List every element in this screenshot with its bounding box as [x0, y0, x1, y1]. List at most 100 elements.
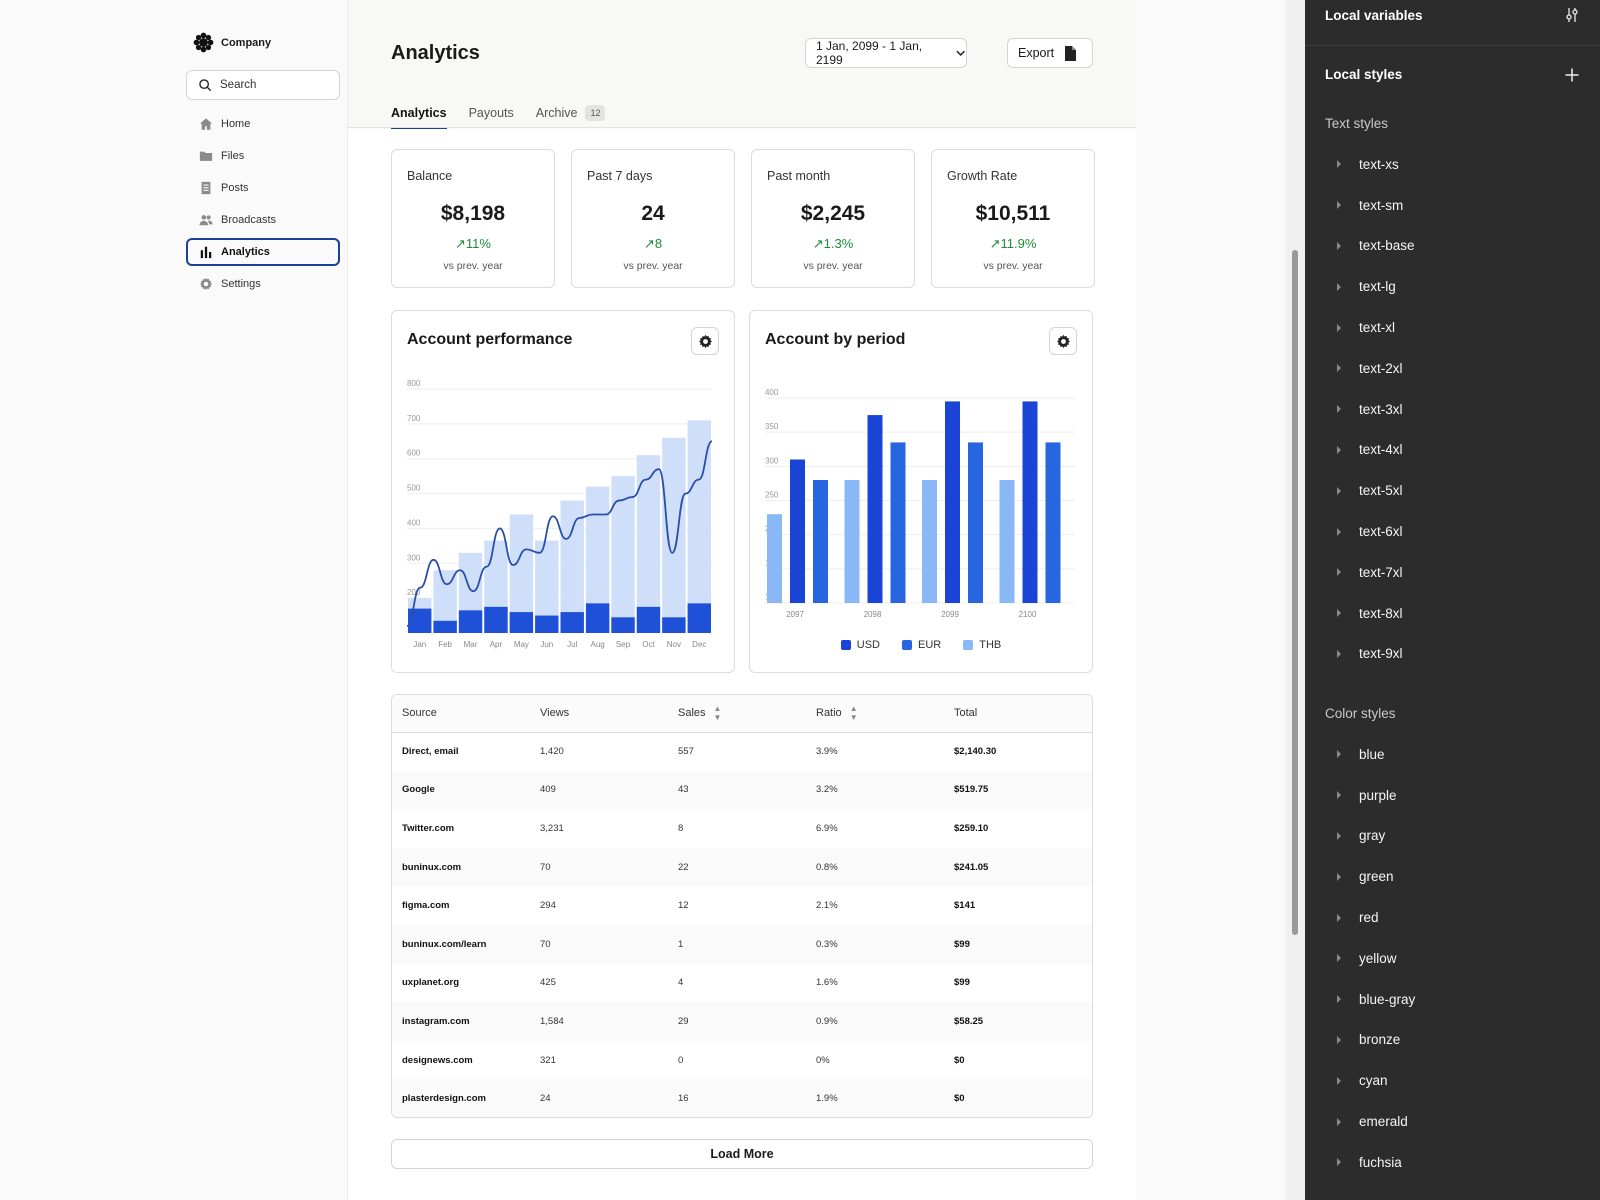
chart-settings-button[interactable]: [1049, 327, 1077, 355]
tab-archive[interactable]: Archive 12: [536, 98, 606, 128]
color-style-item[interactable]: gray: [1325, 816, 1415, 857]
export-button[interactable]: Export: [1007, 38, 1093, 68]
caret-right-icon[interactable]: [1337, 527, 1341, 536]
column-header-views[interactable]: Views: [530, 695, 668, 733]
caret-right-icon[interactable]: [1337, 750, 1341, 759]
table-row[interactable]: figma.com 294 12 2.1% $141: [392, 886, 1092, 925]
caret-right-icon[interactable]: [1337, 568, 1341, 577]
caret-right-icon[interactable]: [1337, 649, 1341, 658]
brand[interactable]: Company: [193, 32, 271, 53]
caret-right-icon[interactable]: [1337, 791, 1341, 800]
text-style-item[interactable]: text-5xl: [1325, 470, 1415, 511]
bar: [662, 617, 686, 633]
caret-right-icon[interactable]: [1337, 201, 1341, 210]
color-style-item[interactable]: yellow: [1325, 938, 1415, 979]
date-range-picker[interactable]: 1 Jan, 2099 - 1 Jan, 2199: [805, 38, 967, 68]
color-style-item[interactable]: red: [1325, 897, 1415, 938]
caret-right-icon[interactable]: [1337, 445, 1341, 454]
caret-right-icon[interactable]: [1337, 1035, 1341, 1044]
local-variables-title[interactable]: Local variables: [1325, 8, 1423, 23]
sidebar-item-broadcasts[interactable]: Broadcasts: [186, 206, 340, 234]
text-style-item[interactable]: text-xl: [1325, 307, 1415, 348]
table-row[interactable]: Google 409 43 3.2% $519.75: [392, 770, 1092, 810]
text-style-item[interactable]: text-lg: [1325, 266, 1415, 307]
caret-right-icon[interactable]: [1337, 282, 1341, 291]
caret-right-icon[interactable]: [1337, 1117, 1341, 1126]
color-style-item[interactable]: blue-gray: [1325, 979, 1415, 1020]
cell-source: Twitter.com: [402, 822, 455, 834]
caret-right-icon[interactable]: [1337, 405, 1341, 414]
table-row[interactable]: Direct, email 1,420 557 3.9% $2,140.30: [392, 732, 1092, 771]
table-row[interactable]: designews.com 321 0 0% $0: [392, 1041, 1092, 1080]
caret-right-icon[interactable]: [1337, 954, 1341, 963]
sidebar-item-settings[interactable]: Settings: [186, 270, 340, 298]
column-header-total[interactable]: Total: [944, 695, 1092, 733]
count-badge: 12: [585, 105, 606, 121]
sidebar-item-label: Files: [221, 150, 245, 162]
text-style-item[interactable]: text-6xl: [1325, 511, 1415, 552]
color-style-item[interactable]: green: [1325, 856, 1415, 897]
scrollbar-thumb[interactable]: [1292, 250, 1298, 935]
color-style-item[interactable]: emerald: [1325, 1101, 1415, 1142]
caret-right-icon[interactable]: [1337, 1076, 1341, 1085]
y-tick-label: 300: [407, 553, 421, 562]
text-style-item[interactable]: text-3xl: [1325, 389, 1415, 430]
caret-right-icon[interactable]: [1337, 486, 1341, 495]
sort-icon[interactable]: ▲ ▼: [849, 704, 858, 723]
text-style-item[interactable]: text-8xl: [1325, 593, 1415, 634]
color-style-item[interactable]: bronze: [1325, 1020, 1415, 1061]
cell-source: buninux.com/learn: [392, 924, 530, 964]
text-style-item[interactable]: text-base: [1325, 226, 1415, 267]
table-row[interactable]: Twitter.com 3,231 8 6.9% $259.10: [392, 809, 1092, 848]
caret-right-icon[interactable]: [1337, 160, 1341, 169]
caret-right-icon[interactable]: [1337, 241, 1341, 250]
tab-payouts[interactable]: Payouts: [469, 98, 514, 128]
caret-right-icon[interactable]: [1337, 609, 1341, 618]
color-style-item[interactable]: blue: [1325, 734, 1415, 775]
caret-right-icon[interactable]: [1337, 872, 1341, 881]
color-style-item[interactable]: cyan: [1325, 1060, 1415, 1101]
column-header-ratio[interactable]: Ratio ▲ ▼: [806, 695, 944, 733]
sidebar-item-home[interactable]: Home: [186, 110, 340, 138]
stat-card-growth-rate: Growth Rate $10,511 ↗11.9% vs prev. year: [931, 149, 1095, 288]
file-icon: [1065, 45, 1077, 61]
caret-right-icon[interactable]: [1337, 364, 1341, 373]
chart-settings-button[interactable]: [691, 327, 719, 355]
table-row[interactable]: instagram.com 1,584 29 0.9% $58.25: [392, 1002, 1092, 1041]
column-header-sales[interactable]: Sales ▲ ▼: [668, 695, 806, 733]
color-style-label: blue: [1359, 746, 1385, 762]
text-style-item[interactable]: text-4xl: [1325, 430, 1415, 471]
table-row[interactable]: plasterdesign.com 24 16 1.9% $0: [392, 1079, 1092, 1117]
color-style-item[interactable]: purple: [1325, 775, 1415, 816]
adjustments-icon[interactable]: [1564, 7, 1580, 23]
bar-background: [662, 437, 686, 633]
sidebar-item-analytics[interactable]: Analytics: [186, 238, 340, 266]
tab-analytics[interactable]: Analytics: [391, 98, 447, 130]
text-style-item[interactable]: text-2xl: [1325, 348, 1415, 389]
caret-right-icon[interactable]: [1337, 913, 1341, 922]
text-style-item[interactable]: text-sm: [1325, 185, 1415, 226]
text-style-label: text-base: [1359, 238, 1415, 254]
caret-right-icon[interactable]: [1337, 323, 1341, 332]
column-header-source[interactable]: Source: [392, 695, 530, 733]
table-row[interactable]: buninux.com/learn 70 1 0.3% $99: [392, 924, 1092, 964]
plus-icon[interactable]: [1564, 67, 1580, 83]
caret-right-icon[interactable]: [1337, 1158, 1341, 1167]
sidebar-item-label: Settings: [221, 278, 261, 290]
caret-right-icon[interactable]: [1337, 995, 1341, 1004]
sidebar-item-files[interactable]: Files: [186, 142, 340, 170]
text-style-item[interactable]: text-9xl: [1325, 634, 1415, 675]
table-row[interactable]: buninux.com 70 22 0.8% $241.05: [392, 847, 1092, 887]
text-style-item[interactable]: text-7xl: [1325, 552, 1415, 593]
sidebar-item-posts[interactable]: Posts: [186, 174, 340, 202]
stat-card-balance: Balance $8,198 ↗11% vs prev. year: [391, 149, 555, 288]
styles-panel: Local variables Local styles Text styles…: [1305, 0, 1600, 1200]
caret-right-icon[interactable]: [1337, 831, 1341, 840]
cell-sales: 12: [678, 900, 689, 912]
color-style-item[interactable]: fuchsia: [1325, 1142, 1415, 1183]
search-input[interactable]: Search: [186, 70, 340, 100]
load-more-button[interactable]: Load More: [391, 1139, 1093, 1169]
text-style-item[interactable]: text-xs: [1325, 144, 1415, 185]
sort-icon[interactable]: ▲ ▼: [713, 704, 722, 723]
table-row[interactable]: uxplanet.org 425 4 1.6% $99: [392, 964, 1092, 1003]
